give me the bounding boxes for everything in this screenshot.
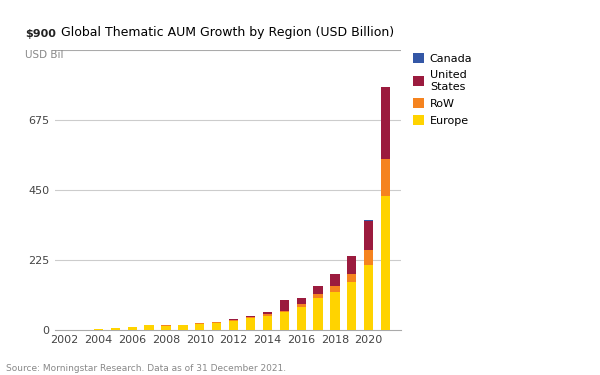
Bar bbox=[331, 292, 340, 330]
Bar bbox=[128, 327, 137, 330]
Bar bbox=[364, 265, 373, 330]
Text: Source: Morningstar Research. Data as of 31 December 2021.: Source: Morningstar Research. Data as of… bbox=[6, 364, 286, 373]
Bar bbox=[280, 310, 289, 312]
Bar bbox=[94, 329, 103, 330]
Bar bbox=[229, 319, 238, 320]
Bar bbox=[195, 323, 205, 324]
Bar bbox=[331, 286, 340, 292]
Bar bbox=[313, 286, 323, 294]
Bar bbox=[331, 274, 340, 286]
Bar bbox=[246, 317, 255, 318]
Bar bbox=[364, 250, 373, 265]
Bar bbox=[212, 322, 221, 323]
Bar bbox=[381, 196, 390, 330]
Bar bbox=[212, 323, 221, 330]
Bar bbox=[246, 318, 255, 330]
Bar bbox=[280, 300, 289, 310]
Bar bbox=[381, 87, 390, 159]
Text: USD Bil: USD Bil bbox=[25, 50, 64, 60]
Bar bbox=[263, 312, 272, 314]
Title: Global Thematic AUM Growth by Region (USD Billion): Global Thematic AUM Growth by Region (US… bbox=[61, 26, 394, 39]
Bar bbox=[145, 325, 154, 330]
Text: $900: $900 bbox=[25, 29, 56, 39]
Legend: Canada, United
States, RoW, Europe: Canada, United States, RoW, Europe bbox=[410, 50, 476, 129]
Bar bbox=[313, 294, 323, 298]
Bar bbox=[161, 326, 170, 330]
Bar bbox=[296, 307, 306, 330]
Bar bbox=[229, 321, 238, 330]
Bar bbox=[246, 316, 255, 317]
Bar bbox=[347, 282, 356, 330]
Bar bbox=[381, 159, 390, 196]
Bar bbox=[364, 220, 373, 250]
Bar bbox=[296, 298, 306, 304]
Bar bbox=[263, 316, 272, 330]
Bar bbox=[313, 298, 323, 330]
Bar bbox=[347, 273, 356, 282]
Bar bbox=[229, 320, 238, 321]
Bar bbox=[110, 328, 120, 330]
Bar bbox=[347, 256, 356, 273]
Bar bbox=[263, 314, 272, 316]
Bar bbox=[296, 304, 306, 307]
Bar bbox=[178, 326, 188, 330]
Bar bbox=[280, 312, 289, 330]
Bar bbox=[195, 324, 205, 330]
